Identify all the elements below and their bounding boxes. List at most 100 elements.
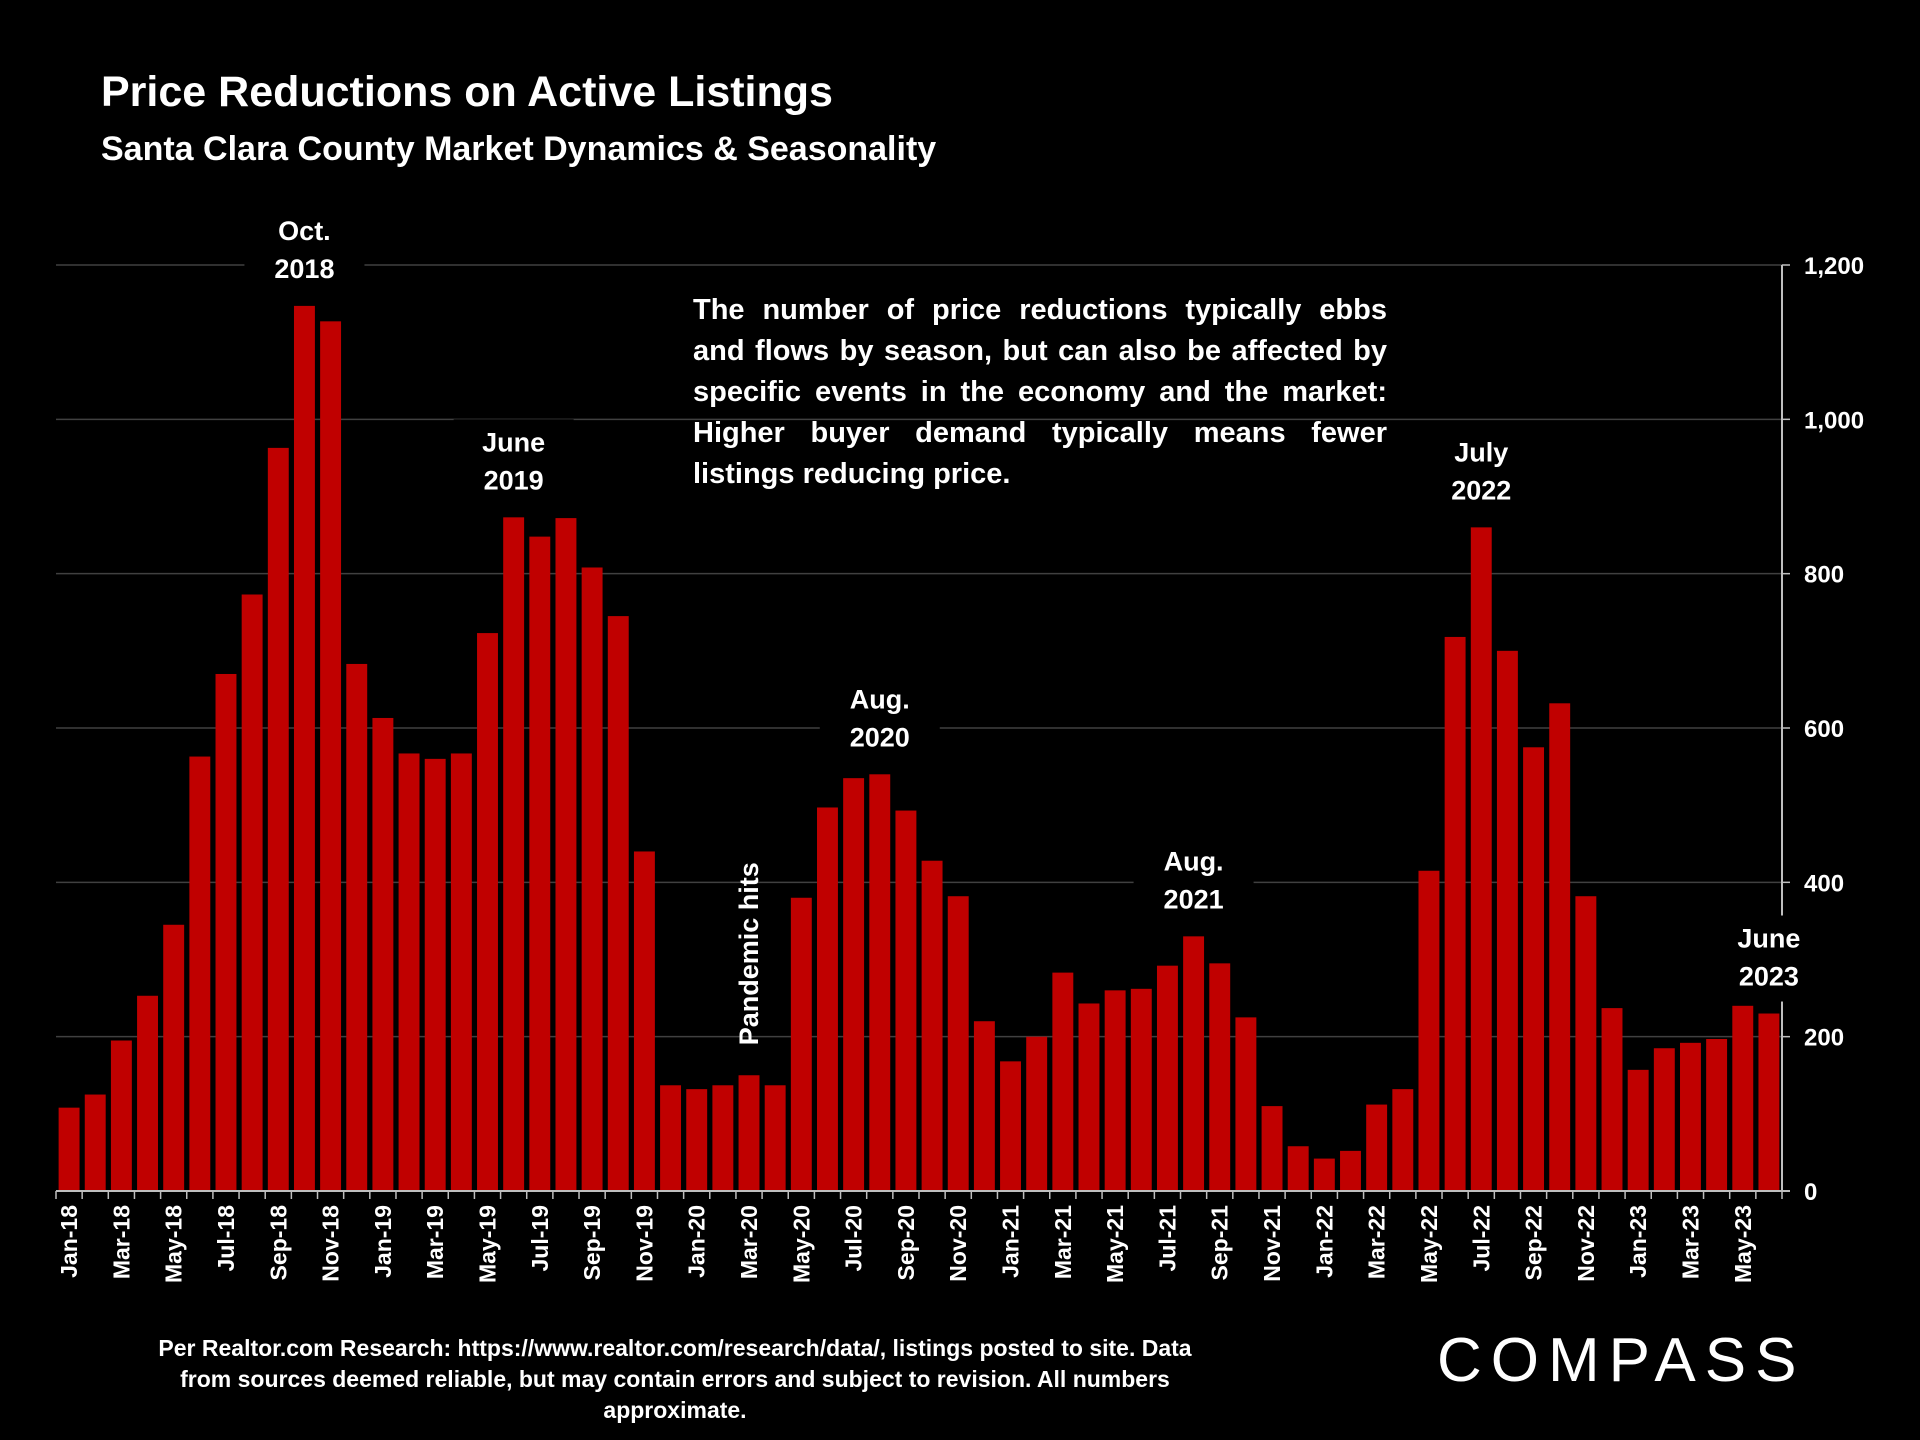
x-tick-label: Jan-18	[56, 1205, 82, 1278]
bar-Sep-21	[1209, 963, 1231, 1191]
bar-Mar-18	[110, 1040, 132, 1191]
annotation-label: 2018	[274, 254, 334, 284]
bar-Dec-19	[660, 1085, 682, 1191]
bar-Jul-19	[529, 536, 551, 1191]
x-tick-label: Nov-19	[631, 1205, 657, 1282]
x-tick-label: Mar-22	[1364, 1205, 1390, 1279]
annotation-label: June	[1737, 924, 1800, 954]
x-tick-label: Nov-22	[1573, 1205, 1599, 1282]
y-tick-label: 600	[1804, 716, 1844, 743]
x-tick-label: Nov-21	[1259, 1205, 1285, 1282]
bar-Dec-22	[1601, 1008, 1623, 1191]
x-tick-label: May-21	[1102, 1205, 1128, 1283]
x-tick-label: Jul-19	[527, 1205, 553, 1271]
bar-Aug-22	[1496, 650, 1518, 1191]
x-tick-label: May-20	[788, 1205, 814, 1283]
x-tick-label: Jul-20	[841, 1205, 867, 1271]
chart-subtitle: Santa Clara County Market Dynamics & Sea…	[101, 130, 937, 168]
chart-title: Price Reductions on Active Listings	[101, 68, 833, 116]
annotation-label: Oct.	[278, 216, 331, 246]
source-footnote: Per Realtor.com Research: https://www.re…	[158, 1335, 1192, 1423]
bar-Oct-22	[1549, 703, 1571, 1191]
bar-Apr-22	[1392, 1089, 1414, 1191]
y-tick-label: 1,000	[1804, 407, 1864, 434]
annotation-pandemic: Pandemic hits	[734, 862, 764, 1045]
bar-Jun-22	[1444, 636, 1466, 1191]
annotation-label: June	[482, 427, 545, 457]
x-tick-label: Jan-23	[1625, 1205, 1651, 1278]
bar-Feb-22	[1340, 1150, 1361, 1191]
compass-logo: COMPASS	[1437, 1326, 1806, 1395]
bar-Oct-21	[1235, 1017, 1257, 1191]
x-tick-label: Sep-19	[579, 1205, 605, 1280]
bar-Aug-20	[869, 774, 891, 1191]
bar-Oct-20	[921, 860, 943, 1191]
y-tick-label: 400	[1804, 870, 1844, 897]
bar-Sep-19	[581, 567, 603, 1191]
annotation-label: July	[1454, 437, 1508, 467]
x-tick-label: Sep-18	[265, 1205, 291, 1281]
x-tick-label: Sep-22	[1521, 1205, 1547, 1280]
bar-Feb-18	[84, 1094, 106, 1191]
bar-Jan-20	[686, 1089, 708, 1191]
bar-Jan-22	[1313, 1158, 1335, 1191]
x-tick-label: Mar-21	[1050, 1205, 1076, 1279]
bars	[58, 305, 1780, 1192]
annotation-label: 2022	[1451, 475, 1511, 505]
bar-Jan-19	[372, 717, 394, 1191]
bar-Mar-20	[738, 1075, 760, 1191]
bar-May-18	[163, 924, 185, 1191]
bar-Jul-20	[843, 778, 865, 1191]
y-tick-label: 1,200	[1804, 253, 1864, 280]
bar-Mar-19	[424, 758, 446, 1191]
bar-Dec-21	[1287, 1146, 1309, 1191]
bar-Mar-22	[1366, 1104, 1388, 1191]
bar-Dec-18	[346, 663, 368, 1191]
bar-Jan-21	[1000, 1061, 1021, 1191]
x-tick-label: Jan-22	[1311, 1205, 1337, 1278]
x-tick-label: May-19	[475, 1205, 501, 1283]
x-axis-tick-labels: Jan-18 Mar-18 May-18 Jul-18 Sep-18 Nov-18 Jan-…	[56, 1205, 1756, 1283]
bar-Sep-22	[1523, 747, 1545, 1191]
annotation-label: 2020	[850, 722, 910, 752]
x-tick-label: Jul-22	[1468, 1205, 1494, 1271]
bar-Oct-19	[607, 616, 629, 1191]
bar-Mar-21	[1052, 972, 1074, 1191]
bar-Jan-23	[1627, 1069, 1649, 1191]
bar-May-21	[1104, 990, 1126, 1191]
x-tick-label: Mar-18	[108, 1205, 134, 1279]
bar-Apr-21	[1078, 1003, 1100, 1191]
bar-Aug-21	[1183, 936, 1205, 1191]
bar-May-23	[1732, 1005, 1754, 1191]
x-tick-label: Jul-21	[1154, 1205, 1180, 1272]
annotation-label: Aug.	[1164, 846, 1224, 876]
annotation-backdrop	[1133, 838, 1254, 925]
bar-Jul-22	[1470, 527, 1492, 1191]
bar-Dec-20	[973, 1021, 995, 1191]
bar-Jun-20	[817, 807, 838, 1191]
x-tick-label: Nov-20	[945, 1205, 971, 1282]
bar-Jul-18	[215, 673, 237, 1191]
bar-Sep-20	[895, 810, 917, 1191]
axes	[55, 265, 1790, 1199]
annotation-backdrop	[819, 676, 940, 763]
bar-Jun-21	[1130, 988, 1152, 1191]
bar-Feb-19	[398, 753, 420, 1191]
bar-Nov-20	[947, 896, 969, 1191]
bar-Feb-23	[1653, 1048, 1675, 1191]
x-tick-label: Jan-19	[370, 1205, 396, 1278]
y-tick-label: 800	[1804, 562, 1844, 589]
x-tick-label: Jan-20	[684, 1205, 710, 1278]
bar-Feb-21	[1026, 1036, 1048, 1191]
annotations: Oct. 2018 June 2019 Aug. 2020 Aug. 2021 July 2022…	[244, 207, 1829, 1045]
bar-May-19	[477, 633, 498, 1191]
annotation-backdrop	[1421, 429, 1542, 516]
bar-Apr-23	[1706, 1038, 1728, 1191]
annotation-label: 2023	[1739, 962, 1799, 992]
x-tick-label: Mar-23	[1677, 1205, 1703, 1279]
x-tick-label: Mar-20	[736, 1205, 762, 1279]
annotation-label: 2021	[1164, 884, 1224, 914]
y-axis-tick-labels: 0 200 400 600 800 1,000 1,200	[1804, 253, 1864, 1206]
annotation-backdrop	[453, 419, 574, 506]
